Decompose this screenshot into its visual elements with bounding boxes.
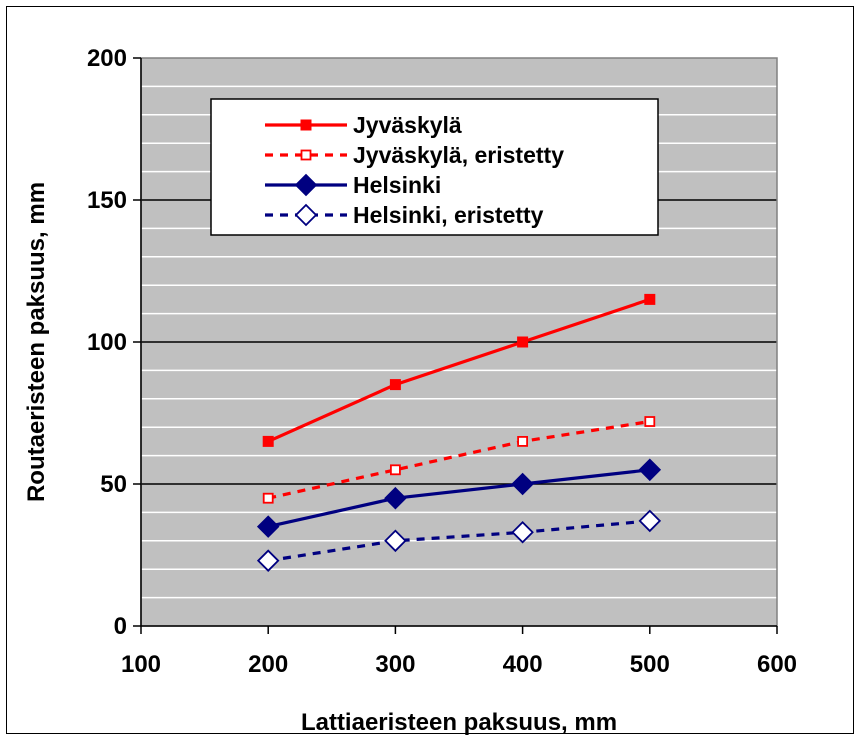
data-point xyxy=(389,379,401,391)
y-axis-title: Routaeristeen paksuus, mm xyxy=(23,182,50,502)
series-line xyxy=(267,519,650,563)
y-tick-label: 200 xyxy=(87,45,127,72)
series-2 xyxy=(262,416,656,504)
data-point xyxy=(511,472,534,496)
data-point xyxy=(262,435,274,447)
series-4 xyxy=(256,509,662,572)
data-point xyxy=(644,416,656,427)
legend: Jyväskylä Jyväskylä, eristetty Helsinki Hel… xyxy=(210,98,659,236)
legend-box xyxy=(210,98,659,236)
data-point xyxy=(294,203,318,227)
legend-entry: Helsinki xyxy=(265,172,441,198)
x-tick-label: 600 xyxy=(757,651,797,678)
x-tick-label: 300 xyxy=(375,651,415,678)
data-point xyxy=(384,486,407,510)
series-layer xyxy=(256,293,662,572)
data-point xyxy=(384,529,407,553)
legend-entry: Jyväskylä, eristetty xyxy=(265,142,564,168)
x-tick-label: 400 xyxy=(503,651,543,678)
data-point xyxy=(294,173,318,197)
data-point xyxy=(262,492,274,504)
legend-label: Helsinki xyxy=(353,172,441,198)
y-tick-label: 0 xyxy=(114,613,127,640)
y-tick-label: 150 xyxy=(87,187,127,214)
data-point xyxy=(638,458,662,482)
series-line xyxy=(267,419,651,500)
data-point xyxy=(517,336,529,348)
data-point xyxy=(644,293,656,305)
x-axis-title: Lattiaeristeen paksuus, mm xyxy=(301,709,617,736)
series-1 xyxy=(262,293,656,447)
y-tick-label: 50 xyxy=(100,471,127,498)
series-line xyxy=(267,297,651,443)
data-point xyxy=(517,435,528,447)
legend-entry: Helsinki, eristetty xyxy=(265,202,544,228)
legend-label: Helsinki, eristetty xyxy=(353,202,544,228)
series-3 xyxy=(256,458,662,538)
x-tick-label: 500 xyxy=(630,651,670,678)
data-point xyxy=(389,464,401,476)
x-tick-label: 200 xyxy=(248,651,288,678)
series-line xyxy=(267,468,650,529)
legend-entry: Jyväskylä xyxy=(265,112,462,138)
x-tick-label: 100 xyxy=(121,651,161,678)
axes: 0 50 100 150 200 100 200 300 400 500 600 xyxy=(87,45,797,678)
data-point xyxy=(256,515,280,538)
data-point xyxy=(511,521,534,544)
legend-label: Jyväskylä xyxy=(353,112,462,138)
data-point xyxy=(638,509,662,533)
data-point xyxy=(300,149,312,161)
y-tick-label: 100 xyxy=(87,329,127,356)
legend-label: Jyväskylä, eristetty xyxy=(353,142,564,168)
data-point xyxy=(300,119,312,131)
data-point xyxy=(256,549,280,572)
